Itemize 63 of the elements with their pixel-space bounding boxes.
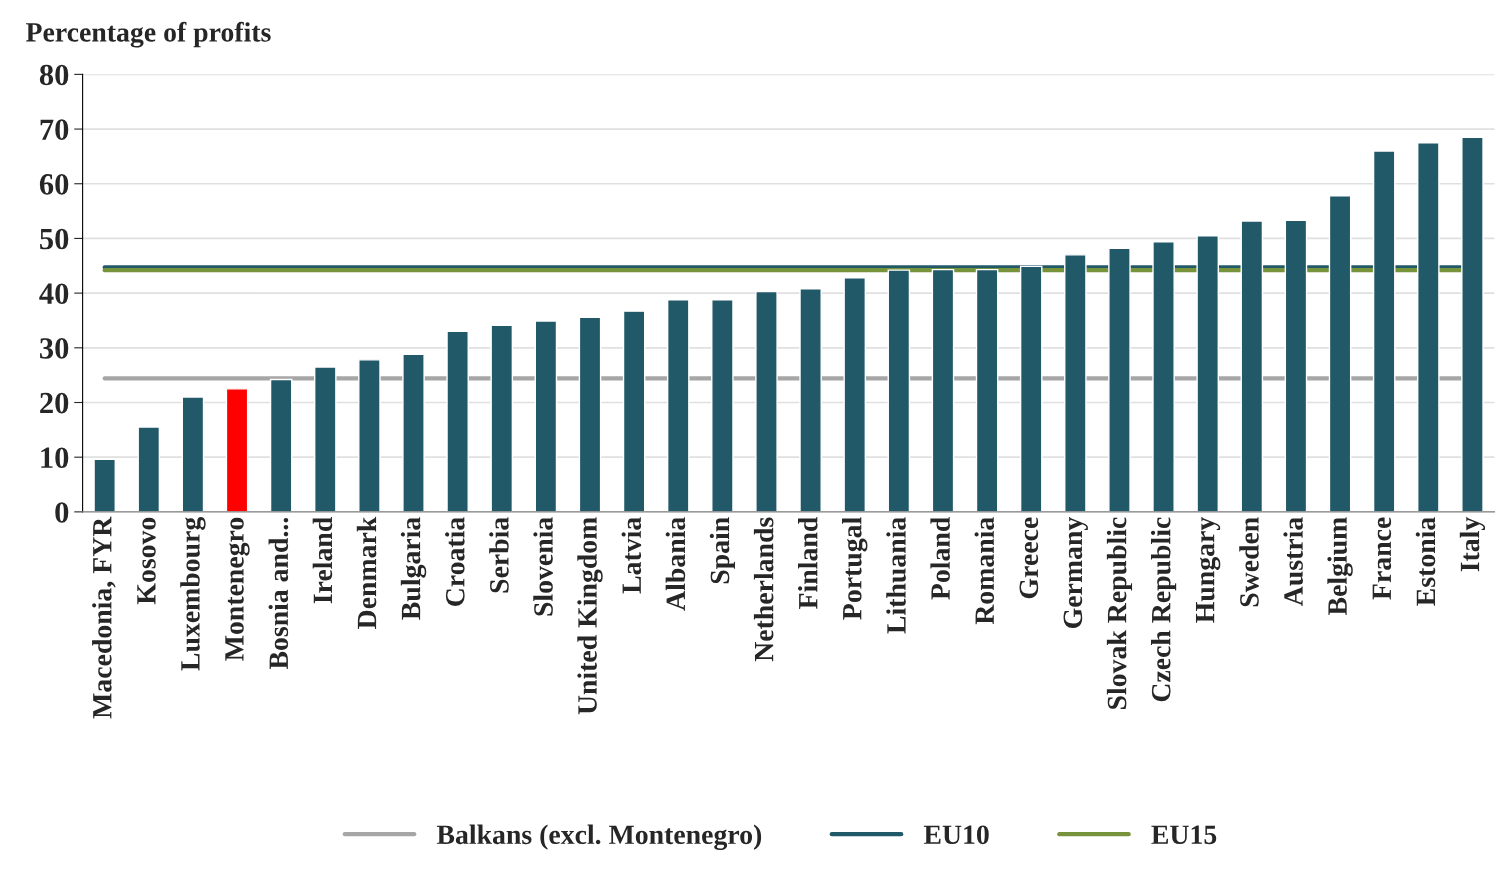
x-tick-label: Sweden	[1239, 517, 1259, 607]
y-tick-label: 70	[40, 119, 69, 140]
bar	[622, 310, 646, 512]
bar	[181, 396, 205, 512]
y-tick-label: 60	[39, 174, 69, 195]
y-tick-label: 40	[39, 283, 69, 305]
x-tick-label: Spain	[709, 517, 735, 584]
x-tick-label: Portugal	[842, 517, 868, 620]
x-tick-label: Italy	[1459, 517, 1486, 572]
x-tick-label: Germany	[1063, 517, 1088, 629]
bar	[269, 378, 293, 512]
x-tick-label: Netherlands	[753, 517, 774, 662]
x-tick-label: Austria	[1283, 517, 1303, 606]
x-tick-label: France	[1372, 517, 1392, 600]
x-tick-label: Latvia	[621, 517, 642, 594]
bar	[711, 298, 734, 512]
x-tick-label: Albania	[665, 517, 686, 611]
bar	[666, 298, 690, 512]
x-tick-label: Denmark	[356, 516, 377, 629]
x-tick-label: Luxembourg	[180, 517, 206, 671]
bar	[402, 353, 425, 512]
y-tick-label: 80	[39, 64, 69, 86]
bar	[799, 288, 822, 512]
y-tick-label: 0	[55, 502, 69, 523]
y-axis-title: Percentage of profits	[26, 21, 271, 48]
x-tick-label: Czech Republic	[1150, 517, 1177, 702]
bar	[755, 290, 778, 512]
x-tick-label: Lithuania	[886, 517, 906, 634]
x-tick-label: Serbia	[489, 517, 509, 593]
bar	[93, 458, 116, 512]
y-tick-label: 20	[40, 392, 69, 414]
bar	[313, 366, 337, 512]
x-tick-label: Bulgaria	[400, 517, 427, 620]
y-tick-label: 30	[40, 338, 69, 359]
x-tick-label: Slovak Republic	[1106, 517, 1133, 709]
bar	[843, 277, 867, 512]
x-tick-label: Belgium	[1327, 517, 1353, 616]
x-tick-label: Ireland	[312, 517, 333, 604]
x-tick-label: Romania	[974, 517, 995, 625]
x-tick-label: Kosovo	[137, 517, 156, 605]
x-tick-label: Poland	[930, 517, 950, 600]
bar	[578, 316, 602, 512]
x-tick-label: Croatia	[445, 517, 465, 606]
bar	[446, 330, 469, 512]
x-tick-label: Finland	[798, 517, 818, 609]
x-tick-label: Hungary	[1195, 517, 1221, 623]
bar	[534, 320, 558, 512]
legend-label: EU15	[1151, 825, 1217, 845]
legend-label: Balkans (excl. Montenegro)	[436, 824, 762, 850]
bar	[358, 359, 381, 512]
x-tick-label: Bosnia and...	[268, 517, 289, 670]
x-tick-label: Macedonia, FYR	[92, 516, 116, 719]
x-tick-label: Montenegro	[225, 517, 250, 661]
x-tick-label: Greece	[1019, 517, 1039, 599]
bar	[225, 388, 249, 512]
bar	[490, 324, 514, 512]
x-tick-label: Estonia	[1415, 517, 1436, 606]
legend-label: EU10	[923, 825, 989, 845]
y-tick-label: 50	[40, 228, 69, 250]
bar	[137, 426, 161, 512]
y-tick-label: 10	[41, 447, 69, 469]
x-tick-label: Slovenia	[533, 517, 553, 616]
x-tick-label: United Kingdom	[577, 517, 603, 715]
